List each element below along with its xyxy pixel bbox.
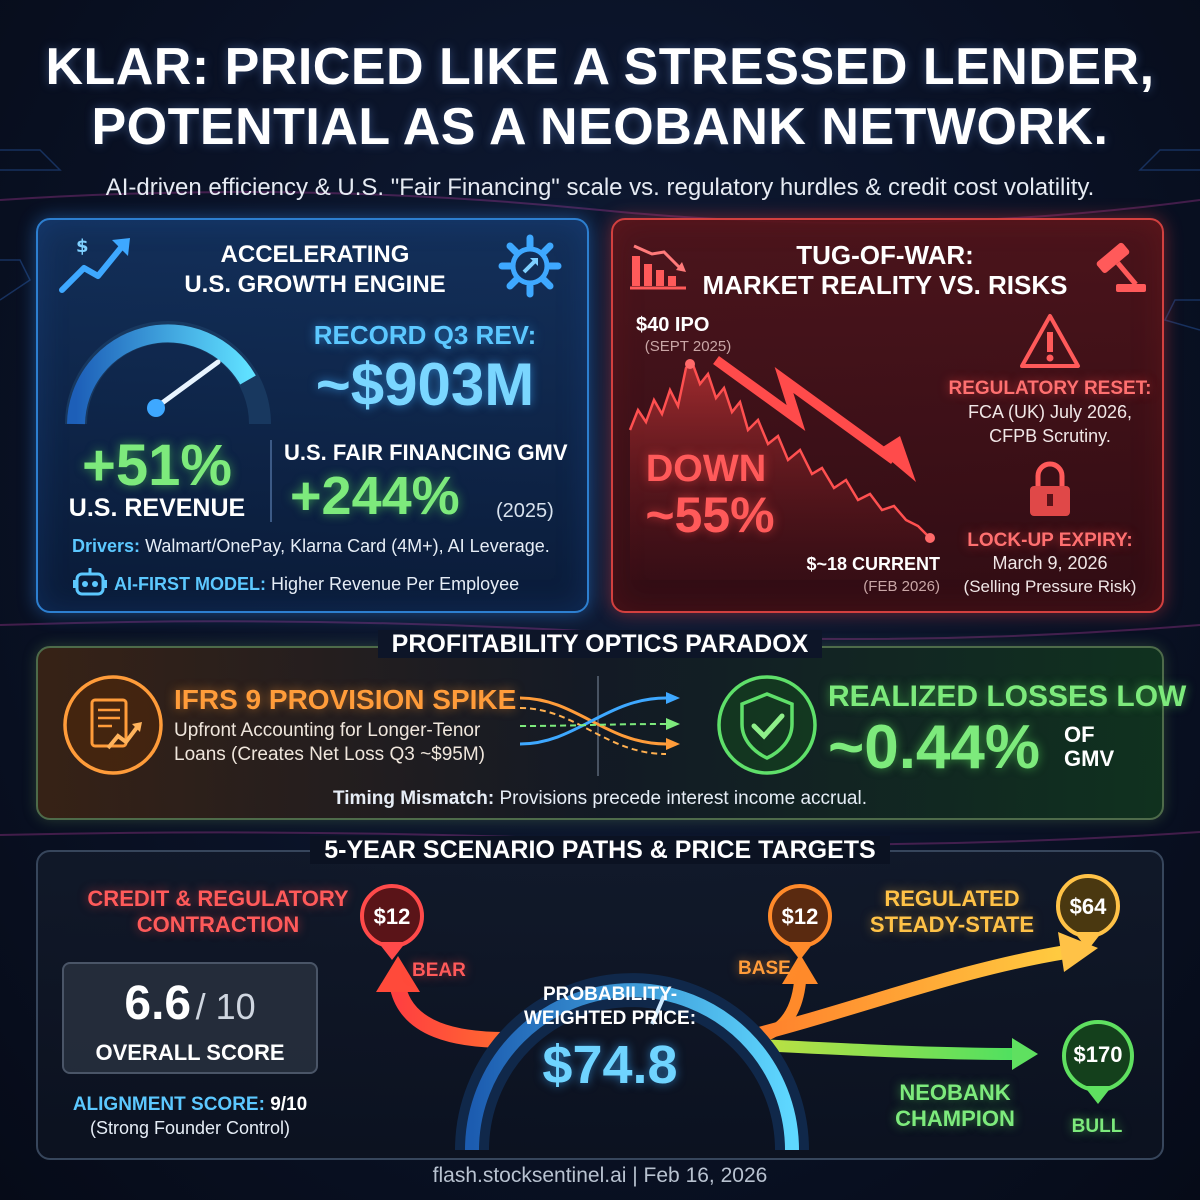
down-label: DOWN (645, 448, 767, 490)
steady-state-title-line1: REGULATED (884, 886, 1020, 911)
bull-label: BULL (1071, 1116, 1123, 1137)
svg-text:$: $ (76, 236, 89, 257)
drivers-text: Walmart/OnePay, Klarna Card (4M+), AI Le… (145, 536, 550, 556)
scenario-paths-graphic (360, 874, 1134, 1151)
overall-score-max: / 10 (195, 986, 256, 1027)
weighted-price-label-line1: PROBABILITY- (542, 984, 678, 1005)
bull-scenario-title-line1: NEOBANK (899, 1080, 1011, 1105)
crossing-flow-arrows (519, 676, 680, 776)
profitability-title-text: PROFITABILITY OPTICS PARADOX (377, 630, 823, 658)
bar-chart-down-icon (630, 244, 686, 290)
lockup-expiry-line2: (Selling Pressure Risk) (963, 577, 1137, 596)
bull-scenario-title-line2: CHAMPION (895, 1106, 1015, 1131)
weighted-price-value: $74.8 (542, 1035, 678, 1095)
ipo-date: (SEPT 2025) (644, 338, 732, 355)
realized-losses-of: OF (1064, 722, 1095, 747)
alignment-score-value: 9/10 (270, 1094, 308, 1115)
ipo-label: $40 IPO (636, 314, 710, 336)
profitability-panel (36, 646, 1164, 820)
realized-losses-value: ~0.44% (828, 713, 1041, 782)
current-price-date: (FEB 2026) (863, 578, 940, 595)
risks-title-line1: TUG-OF-WAR: (796, 240, 974, 270)
regulatory-reset-title: REGULATORY RESET: (948, 378, 1152, 399)
gmv-value: +244% (290, 466, 460, 526)
base-pin-shape (768, 884, 832, 960)
main-title-line1: KLAR: PRICED LIKE A STRESSED LENDER, (45, 38, 1155, 96)
growth-arrow-icon: $ (59, 236, 130, 293)
timing-mismatch-line: Timing Mismatch: Provisions precede inte… (36, 788, 1164, 810)
record-rev-value: ~$903M (315, 351, 535, 418)
document-chart-icon (63, 675, 163, 775)
lock-icon (1030, 461, 1070, 516)
us-revenue-value: +51% (82, 433, 232, 498)
ifrs-line2: Loans (Creates Net Loss Q3 ~$95M) (174, 744, 486, 765)
bear-label: BEAR (412, 960, 466, 981)
ifrs-title: IFRS 9 PROVISION SPIKE (174, 684, 517, 715)
overall-score-value: 6.6 (124, 977, 192, 1030)
steady-pin-shape (1056, 874, 1120, 950)
us-revenue-label: U.S. REVENUE (68, 494, 246, 522)
realized-losses-gmv: GMV (1064, 746, 1115, 771)
profitability-title: PROFITABILITY OPTICS PARADOX (36, 630, 1164, 659)
bear-pin-shape (360, 884, 424, 960)
alignment-score-note: (Strong Founder Control) (89, 1118, 291, 1138)
timing-mismatch-text: Provisions precede interest income accru… (499, 788, 867, 809)
bull-price: $170 (1073, 1042, 1123, 1067)
ai-first-label: AI-FIRST MODEL: (114, 574, 266, 594)
scenarios-title: 5-YEAR SCENARIO PATHS & PRICE TARGETS (36, 836, 1164, 865)
drivers-line: Drivers: Walmart/OnePay, Klarna Card (4M… (72, 536, 572, 557)
base-label: BASE (738, 958, 791, 979)
overall-score-line: 6.6 / 10 (62, 976, 318, 1031)
growth-title-line2: U.S. GROWTH ENGINE (184, 271, 446, 298)
regulatory-reset-line2: CFPB Scrutiny. (989, 426, 1111, 446)
steady-state-title-line2: STEADY-STATE (869, 912, 1035, 937)
robot-icon (73, 568, 107, 596)
main-title-line2: POTENTIAL AS A NEOBANK NETWORK. (91, 98, 1109, 156)
ai-first-text: Higher Revenue Per Employee (271, 574, 520, 594)
steady-state-price: $64 (1069, 894, 1107, 919)
record-rev-label: RECORD Q3 REV: (313, 320, 537, 350)
warning-icon (1020, 314, 1080, 368)
risks-title-line2: MARKET REALITY VS. RISKS (702, 270, 1068, 300)
growth-panel (36, 218, 589, 613)
speedometer-icon (65, 321, 271, 425)
footer-source: flash.stocksentinel.ai | Feb 16, 2026 (432, 1164, 768, 1187)
ai-first-line: AI-FIRST MODEL: Higher Revenue Per Emplo… (114, 574, 574, 595)
realized-losses-title: REALIZED LOSSES LOW (828, 680, 1187, 713)
lockup-expiry-title: LOCK-UP EXPIRY: (967, 530, 1133, 551)
gear-icon (498, 234, 562, 298)
growth-divider (270, 440, 272, 522)
ifrs-line1: Upfront Accounting for Longer-Tenor (174, 720, 481, 741)
stock-decline-chart (628, 355, 935, 580)
drivers-label: Drivers: (72, 536, 141, 556)
gmv-label: U.S. FAIR FINANCING GMV (284, 440, 568, 465)
gmv-year: (2025) (496, 500, 554, 522)
weighted-price-label-line2: WEIGHTED PRICE: (523, 1008, 697, 1029)
bear-scenario-title-line1: CREDIT & REGULATORY (87, 886, 349, 911)
bear-price: $12 (373, 904, 411, 929)
regulatory-reset-line1: FCA (UK) July 2026, (967, 402, 1133, 422)
main-subtitle: AI-driven efficiency & U.S. "Fair Financ… (105, 174, 1095, 201)
down-value: ~55% (645, 487, 775, 543)
shield-check-icon (717, 675, 817, 775)
bull-pin-shape (1062, 1020, 1134, 1104)
timing-mismatch-label: Timing Mismatch: (333, 788, 495, 809)
overall-score-label: OVERALL SCORE (95, 1040, 285, 1065)
lockup-expiry-line1: March 9, 2026 (992, 553, 1108, 573)
alignment-score-label: ALIGNMENT SCORE: (72, 1094, 265, 1115)
gavel-icon (1096, 242, 1146, 292)
scenarios-title-text: 5-YEAR SCENARIO PATHS & PRICE TARGETS (310, 836, 890, 864)
bear-scenario-title-line2: CONTRACTION (136, 912, 300, 937)
base-price: $12 (781, 904, 819, 929)
alignment-score-line: ALIGNMENT SCORE: 9/10 (52, 1094, 328, 1116)
overall-score-box (62, 962, 318, 1074)
current-price-label: $~18 CURRENT (806, 554, 940, 574)
growth-title-line1: ACCELERATING (220, 241, 410, 268)
